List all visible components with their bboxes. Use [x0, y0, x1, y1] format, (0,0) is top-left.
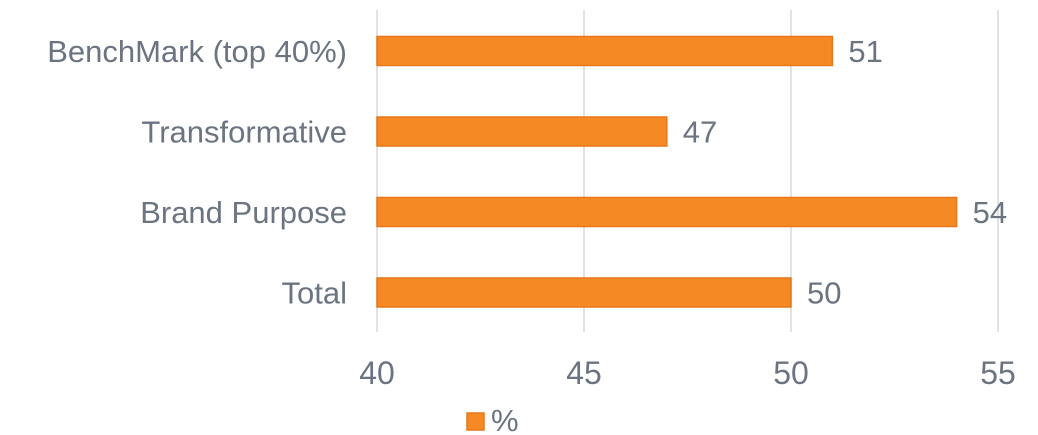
data-label: 50: [807, 276, 841, 311]
category-label: BenchMark (top 40%): [47, 34, 347, 69]
category-label: Brand Purpose: [140, 195, 347, 230]
data-label: 54: [973, 195, 1007, 230]
data-label: 51: [848, 34, 882, 69]
bars: [376, 35, 958, 308]
bar: [376, 277, 792, 308]
category-labels: BenchMark (top 40%) Transformative Brand P…: [47, 34, 347, 311]
x-axis-tick-labels: 40 45 50 55: [359, 355, 1016, 391]
x-tick-label: 45: [566, 355, 602, 391]
legend: %: [466, 403, 519, 435]
legend-label: %: [491, 403, 519, 435]
bar: [376, 116, 668, 147]
category-label: Transformative: [141, 115, 347, 150]
legend-swatch: [466, 412, 485, 431]
x-tick-label: 55: [980, 355, 1016, 391]
bar: [376, 35, 834, 67]
x-tick-label: 50: [773, 355, 809, 391]
category-label: Total: [282, 276, 347, 311]
data-label: 47: [683, 115, 717, 150]
bar: [376, 196, 958, 228]
data-labels: 51 47 54 50: [683, 34, 1007, 311]
x-tick-label: 40: [359, 355, 395, 391]
